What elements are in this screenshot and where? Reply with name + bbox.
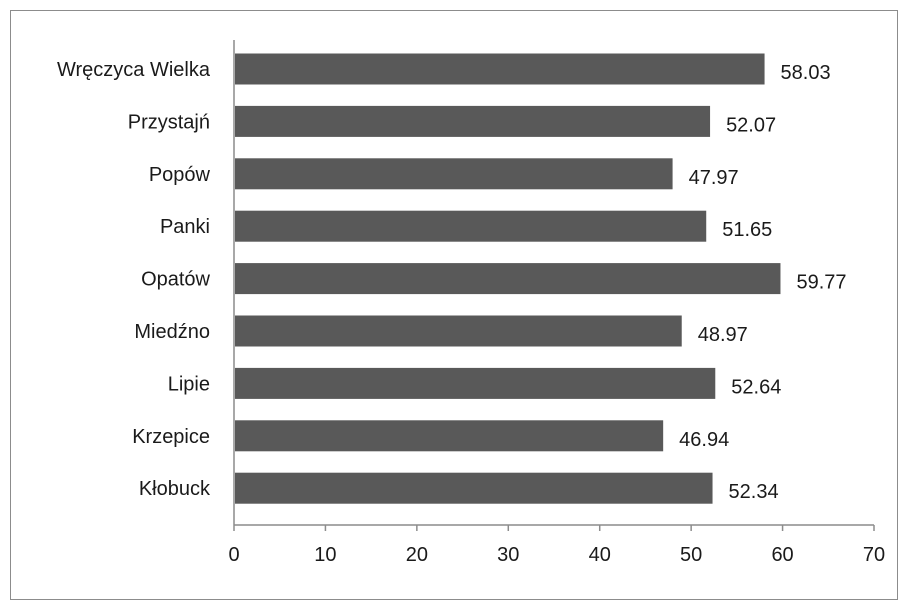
x-tick-label: 40 bbox=[589, 544, 611, 566]
data-label: 46.94 bbox=[679, 429, 729, 451]
labels-layer: Wręczyca Wielka 58.03 Przystajń 52.07 Popów 4… bbox=[57, 59, 885, 566]
bar bbox=[235, 420, 664, 452]
axes-layer bbox=[233, 40, 875, 531]
x-tick-label: 10 bbox=[314, 544, 336, 566]
bar bbox=[235, 210, 707, 242]
category-label: Popów bbox=[149, 164, 211, 186]
bar bbox=[235, 105, 711, 137]
category-label: Kłobuck bbox=[139, 478, 211, 500]
bar bbox=[235, 53, 765, 85]
bar bbox=[235, 315, 682, 347]
data-label: 52.07 bbox=[726, 114, 776, 136]
bar bbox=[235, 367, 716, 399]
bar bbox=[235, 263, 781, 295]
x-tick-label: 30 bbox=[497, 544, 519, 566]
data-label: 48.97 bbox=[698, 324, 748, 346]
x-tick-label: 0 bbox=[228, 544, 239, 566]
data-label: 58.03 bbox=[781, 62, 831, 84]
bar bbox=[235, 472, 713, 504]
data-label: 59.77 bbox=[796, 272, 846, 294]
x-tick-label: 50 bbox=[680, 544, 702, 566]
bar-chart: Wręczyca Wielka 58.03 Przystajń 52.07 Popów 4… bbox=[57, 40, 885, 566]
category-label: Krzepice bbox=[132, 426, 210, 448]
data-label: 52.34 bbox=[729, 481, 779, 503]
x-tick-label: 20 bbox=[406, 544, 428, 566]
category-label: Miedźno bbox=[134, 321, 210, 343]
data-label: 51.65 bbox=[722, 219, 772, 241]
data-label: 52.64 bbox=[731, 376, 781, 398]
x-tick-label: 60 bbox=[771, 544, 793, 566]
category-label: Panki bbox=[160, 216, 210, 238]
category-label: Przystajń bbox=[128, 111, 210, 133]
data-label: 47.97 bbox=[689, 167, 739, 189]
category-label: Opatów bbox=[141, 269, 210, 291]
bars-layer bbox=[235, 53, 781, 504]
bar bbox=[235, 158, 673, 190]
category-label: Wręczyca Wielka bbox=[57, 59, 211, 81]
x-tick-label: 70 bbox=[863, 544, 885, 566]
category-label: Lipie bbox=[168, 373, 210, 395]
